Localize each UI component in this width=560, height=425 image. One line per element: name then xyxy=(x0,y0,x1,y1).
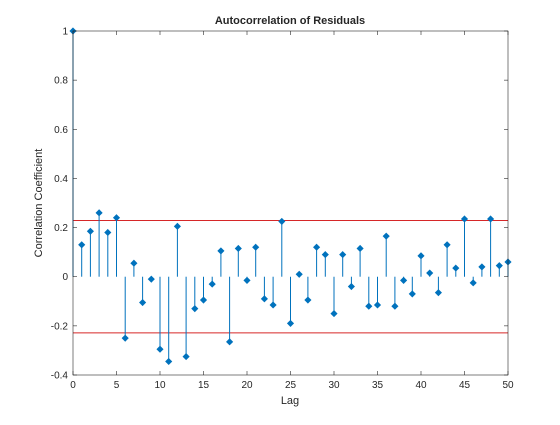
stem-marker xyxy=(269,301,277,309)
stem-marker xyxy=(130,259,138,267)
stem-marker xyxy=(417,252,425,260)
stem-marker xyxy=(365,302,373,310)
stem-marker xyxy=(234,244,242,253)
stem-marker xyxy=(112,214,121,222)
stem-marker xyxy=(400,276,408,284)
stem-marker xyxy=(252,243,260,251)
y-tick-label: -0.2 xyxy=(51,321,69,332)
stem-marker xyxy=(487,215,495,223)
y-axis-label: Correlation Coefficient xyxy=(33,149,45,258)
stem-marker xyxy=(295,270,303,278)
tick-labels: 0 5 10 15 20 25 30 35 40 45 50 -0.4 -0.2 0 0.2 0.4 0.6 0.… xyxy=(51,27,514,392)
x-tick-label: 50 xyxy=(502,380,514,391)
stem-marker xyxy=(313,243,321,251)
stem-marker xyxy=(199,296,208,304)
stem-marker xyxy=(156,345,164,353)
stem-marker xyxy=(321,251,329,259)
x-tick-label: 20 xyxy=(241,380,253,391)
confidence-bounds xyxy=(73,220,508,334)
stem-marker xyxy=(408,290,416,298)
x-tick-label: 0 xyxy=(70,380,76,391)
stem-marker xyxy=(278,217,286,225)
stem-marker xyxy=(330,310,338,318)
y-tick-label: 0 xyxy=(62,272,68,283)
stem-marker xyxy=(147,275,155,283)
x-axis-label: Lag xyxy=(281,395,299,407)
x-tick-label: 35 xyxy=(372,380,384,391)
stem-marker xyxy=(191,305,199,313)
y-tick-label: -0.4 xyxy=(51,371,69,382)
axes xyxy=(72,30,509,376)
stem-marker xyxy=(373,301,382,309)
x-tick-label: 30 xyxy=(328,380,340,391)
stem-marker xyxy=(356,244,364,253)
y-tick-label: 0.6 xyxy=(54,125,68,136)
stem-marker xyxy=(182,353,190,361)
stem-marker xyxy=(347,282,355,291)
stem-marker xyxy=(121,334,129,342)
stem-marker xyxy=(382,232,390,240)
stem-marker xyxy=(243,276,251,284)
stem-marker xyxy=(426,269,434,277)
stem-marker xyxy=(339,251,347,259)
stem-series xyxy=(69,27,512,366)
stem-marker xyxy=(304,296,312,304)
chart-title: Autocorrelation of Residuals xyxy=(215,15,365,27)
x-tick-label: 15 xyxy=(198,380,210,391)
stem-marker xyxy=(260,295,268,303)
y-tick-label: 0.8 xyxy=(54,76,68,87)
x-tick-label: 45 xyxy=(459,380,471,391)
stem-marker xyxy=(86,227,94,235)
x-tick-label: 5 xyxy=(114,380,120,391)
stem-marker xyxy=(226,338,234,346)
y-tick-label: 0.4 xyxy=(54,174,68,185)
x-tick-label: 25 xyxy=(285,380,297,391)
stem-marker xyxy=(95,209,103,217)
stem-marker xyxy=(139,298,147,307)
stem-marker xyxy=(443,241,451,249)
stem-marker xyxy=(173,222,181,230)
stem-marker xyxy=(469,279,477,287)
stem-marker xyxy=(104,228,112,237)
stem-marker xyxy=(495,262,503,270)
stem-marker xyxy=(391,302,399,310)
x-tick-label: 10 xyxy=(154,380,166,391)
stem-marker xyxy=(217,247,225,255)
stem-marker xyxy=(286,319,295,327)
y-tick-label: 0.2 xyxy=(54,223,68,234)
stem-marker xyxy=(165,357,173,366)
stem-marker xyxy=(478,263,486,271)
stem-marker xyxy=(460,215,469,223)
stem-marker xyxy=(208,280,216,288)
y-tick-label: 1 xyxy=(62,27,68,38)
stem-marker xyxy=(78,241,86,249)
x-tick-label: 40 xyxy=(415,380,427,391)
stem-marker xyxy=(434,289,442,297)
stem-marker xyxy=(452,264,460,272)
